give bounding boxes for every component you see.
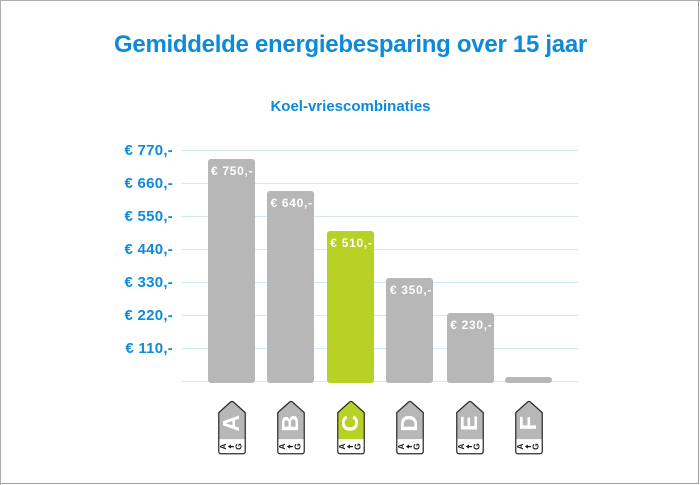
svg-text:A: A <box>218 444 228 450</box>
svg-text:G: G <box>292 443 302 450</box>
svg-text:A: A <box>396 444 406 450</box>
svg-text:G: G <box>352 443 362 450</box>
svg-text:A: A <box>515 444 525 450</box>
svg-text:A: A <box>337 444 347 450</box>
svg-text:G: G <box>471 443 481 450</box>
svg-text:B: B <box>277 415 303 432</box>
svg-text:A: A <box>456 444 466 450</box>
svg-text:F: F <box>515 416 541 430</box>
svg-text:G: G <box>233 443 243 450</box>
svg-text:G: G <box>530 443 540 450</box>
svg-text:A: A <box>218 415 244 432</box>
svg-text:E: E <box>456 415 482 430</box>
svg-text:G: G <box>411 443 421 450</box>
svg-text:D: D <box>396 415 422 432</box>
svg-text:C: C <box>337 415 363 432</box>
svg-text:A: A <box>277 444 287 450</box>
